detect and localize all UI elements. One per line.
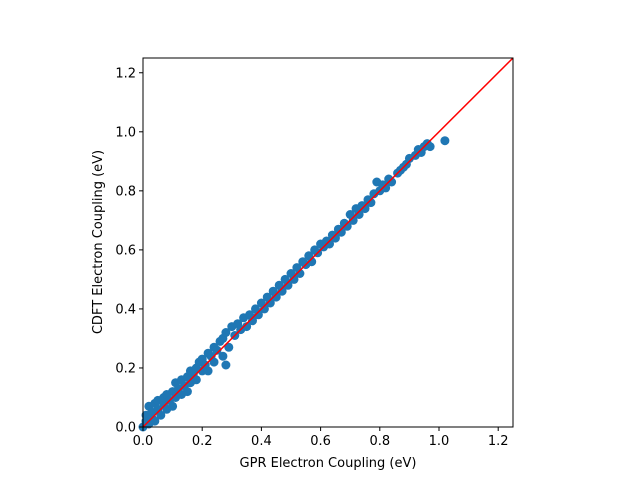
data-point <box>168 401 178 411</box>
data-point <box>283 280 293 290</box>
data-point <box>265 298 275 308</box>
y-axis-ticks: 0.0 0.2 0.4 0.6 0.8 1.0 1.2 <box>115 66 143 436</box>
data-point <box>203 366 213 376</box>
data-point <box>224 342 234 352</box>
data-point <box>191 375 201 385</box>
data-point <box>271 292 281 302</box>
y-tick-label: 0.6 <box>115 243 136 258</box>
y-tick-label: 0.0 <box>115 421 136 436</box>
y-tick-label: 0.2 <box>115 361 136 376</box>
data-point <box>307 257 317 267</box>
y-tick-label: 0.4 <box>115 302 136 317</box>
data-point <box>348 215 358 225</box>
data-point <box>277 286 287 296</box>
data-point <box>381 183 391 193</box>
data-point <box>150 416 160 426</box>
y-axis-label: CDFT Electron Coupling (eV) <box>91 150 106 334</box>
data-point <box>425 142 435 152</box>
data-point <box>253 310 263 320</box>
x-axis-ticks: 0.0 0.2 0.4 0.6 0.8 1.0 1.2 <box>133 427 509 449</box>
data-point <box>387 177 397 187</box>
data-point <box>295 269 305 278</box>
data-point <box>242 322 252 332</box>
data-point <box>248 316 257 326</box>
x-tick-label: 0.8 <box>369 434 390 449</box>
x-tick-label: 0.4 <box>251 434 272 449</box>
data-point <box>440 136 450 146</box>
data-point <box>289 274 299 284</box>
y-tick-label: 1.2 <box>115 66 136 81</box>
identity-reference-line <box>142 57 514 428</box>
data-point <box>221 360 231 370</box>
y-tick-label: 0.8 <box>115 184 136 199</box>
data-point <box>325 239 334 249</box>
data-point <box>212 345 222 355</box>
data-point <box>218 351 228 361</box>
data-point <box>360 204 370 214</box>
x-axis-label: GPR Electron Coupling (eV) <box>240 456 417 471</box>
plot-frame <box>142 57 514 428</box>
data-point <box>209 357 219 367</box>
data-point <box>259 304 269 314</box>
x-tick-label: 0.0 <box>133 434 154 449</box>
data-point <box>156 410 166 420</box>
data-point <box>342 221 352 231</box>
x-tick-label: 1.0 <box>429 434 450 449</box>
data-point <box>330 233 340 243</box>
x-tick-label: 1.2 <box>488 434 509 449</box>
data-point <box>221 328 231 337</box>
data-point <box>336 227 346 237</box>
y-tick-label: 1.0 <box>115 125 136 140</box>
x-tick-label: 0.6 <box>310 434 331 449</box>
data-point <box>354 210 364 219</box>
x-tick-label: 0.2 <box>192 434 213 449</box>
data-point <box>182 387 192 397</box>
data-point <box>366 198 376 208</box>
